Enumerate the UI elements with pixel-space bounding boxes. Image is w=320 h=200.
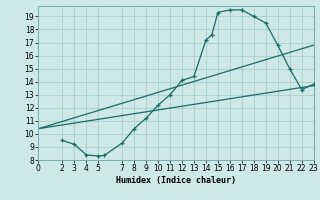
X-axis label: Humidex (Indice chaleur): Humidex (Indice chaleur) (116, 176, 236, 185)
